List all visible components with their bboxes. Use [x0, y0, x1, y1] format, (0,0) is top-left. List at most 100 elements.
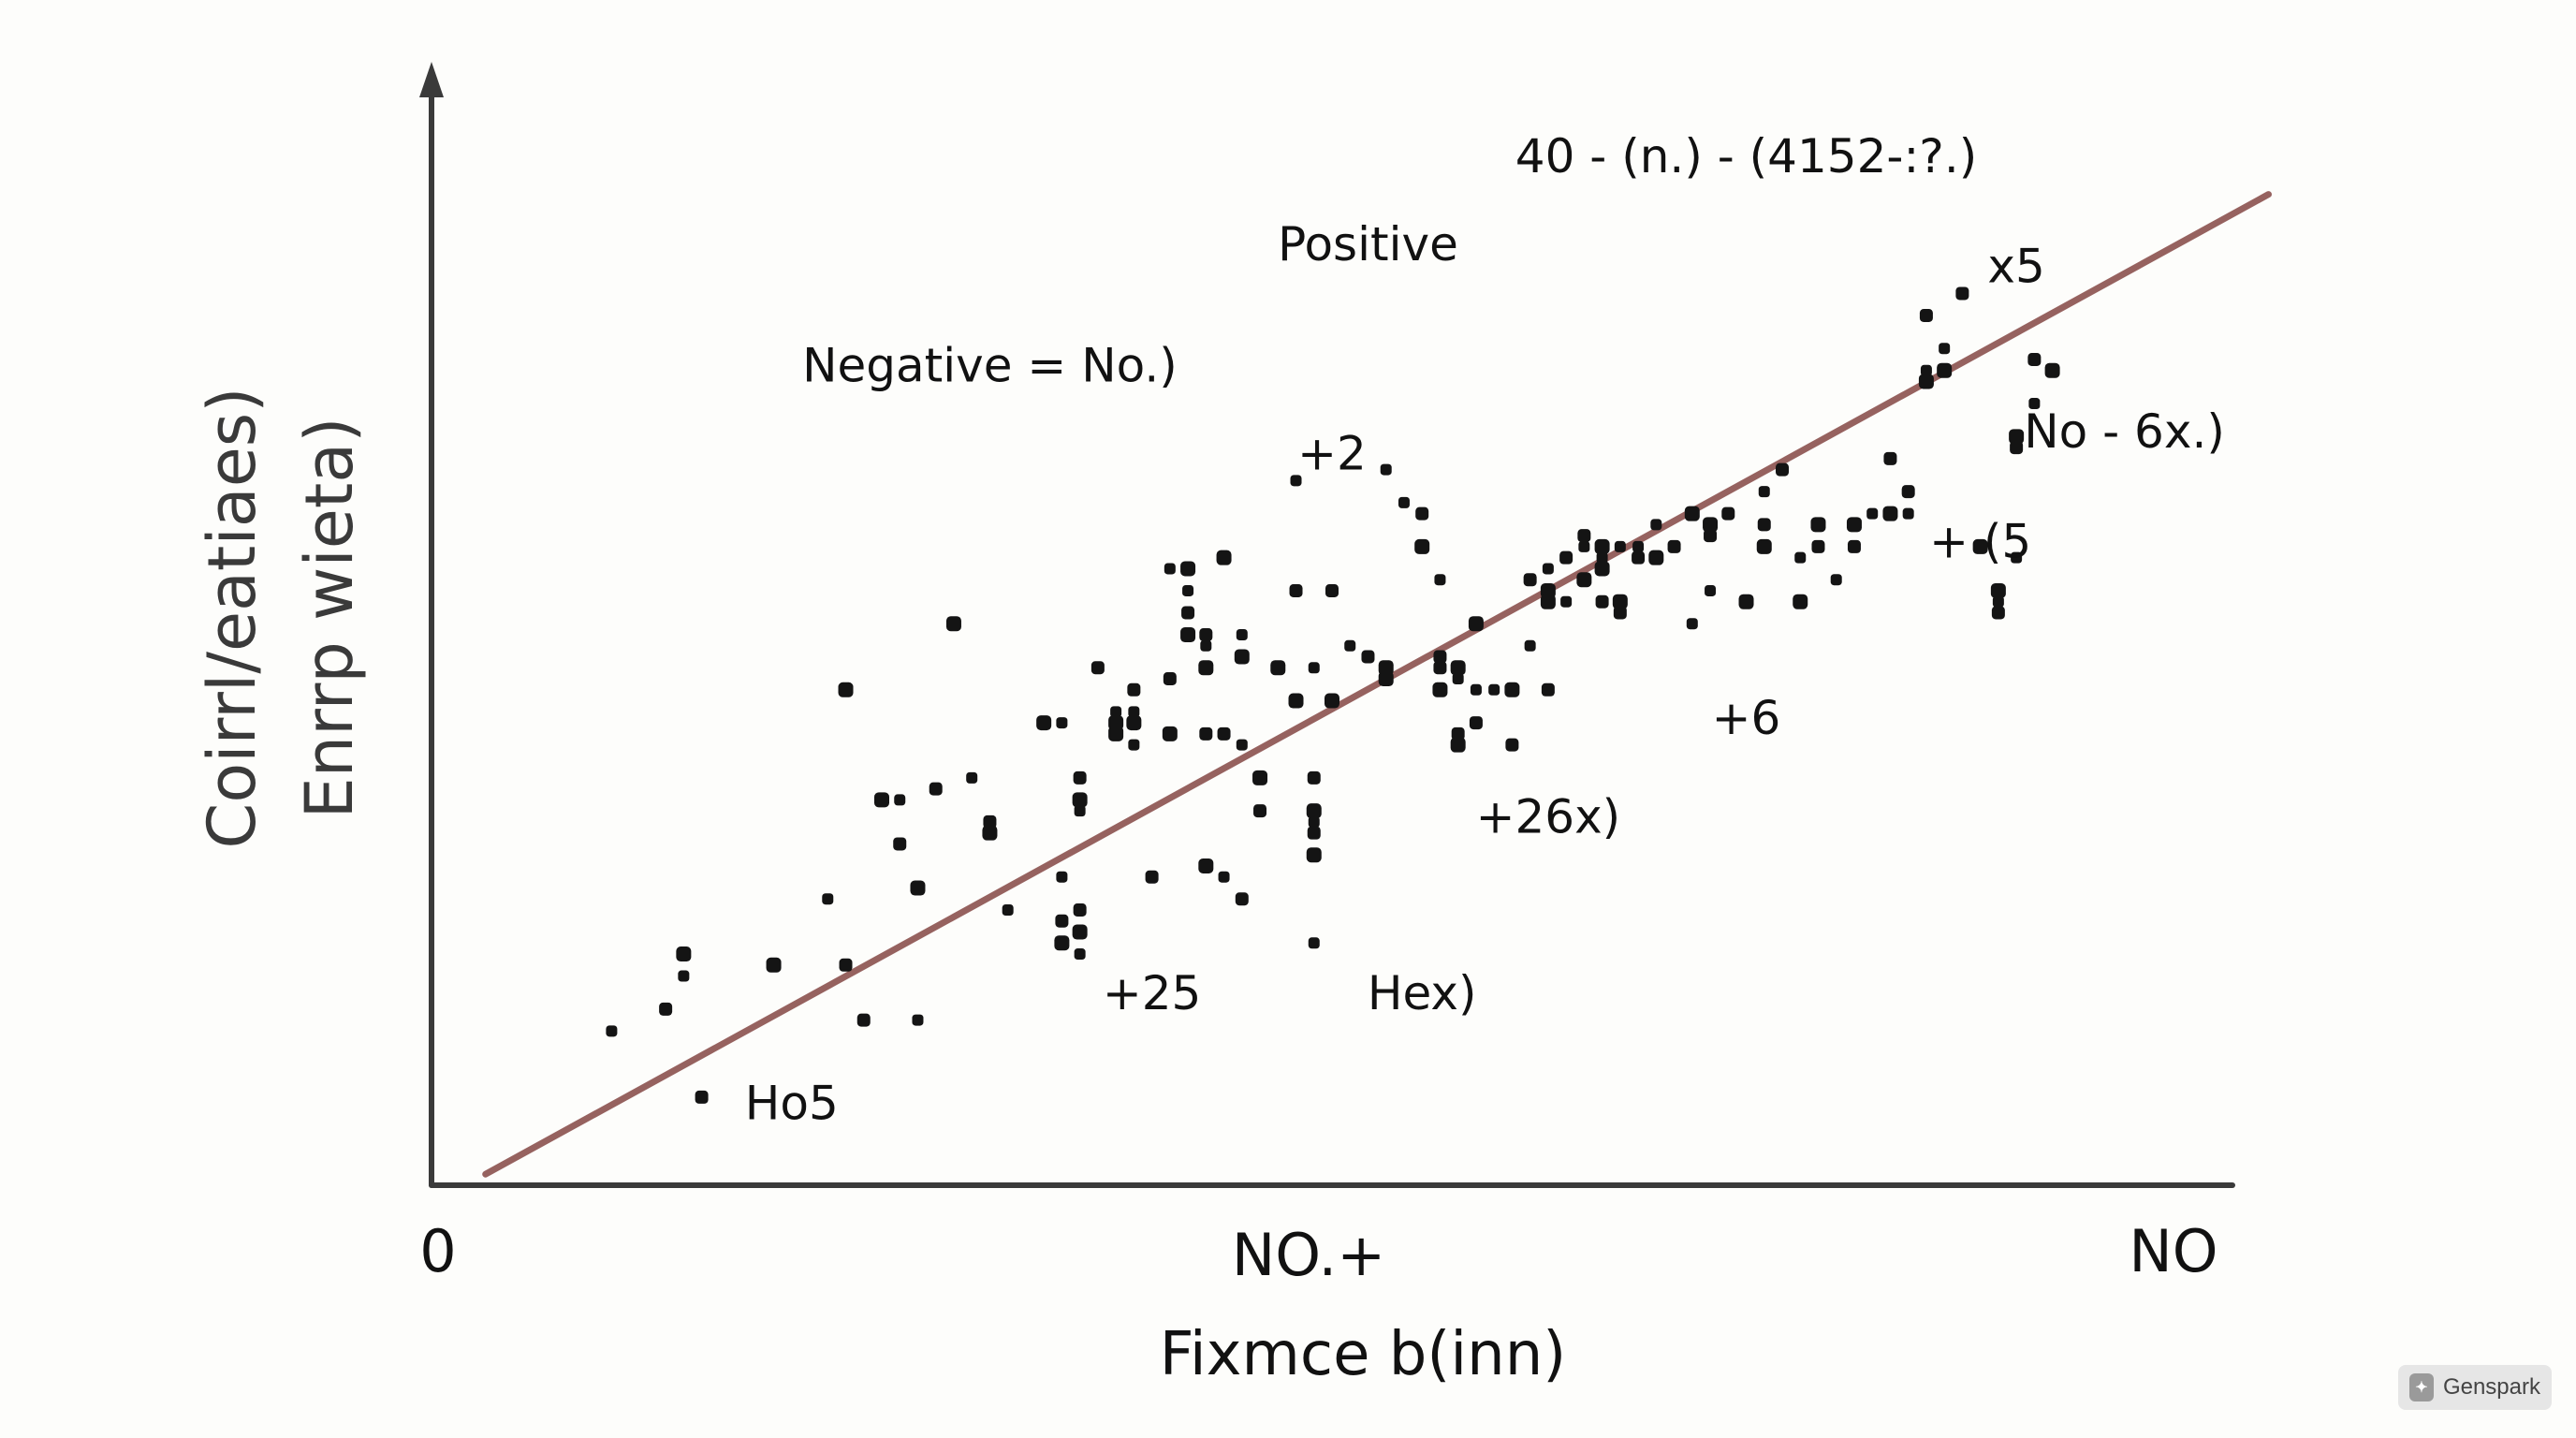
- data-point: [1308, 815, 1320, 828]
- data-point: [1972, 538, 1988, 554]
- data-point: [1234, 649, 1250, 665]
- data-point: [1648, 550, 1664, 565]
- annotation-label: +26x): [1476, 790, 1621, 844]
- annotation-label: No - 6x.): [2024, 404, 2225, 459]
- genspark-watermark: ✦ Genspark: [2398, 1365, 2552, 1410]
- data-point: [1325, 583, 1339, 597]
- data-point: [1378, 671, 1394, 687]
- annotation-label: x5: [1987, 240, 2044, 294]
- data-point: [912, 1014, 924, 1026]
- data-point: [1686, 618, 1698, 630]
- data-point: [1469, 716, 1483, 730]
- data-point: [1270, 660, 1286, 676]
- data-point: [1108, 726, 1124, 741]
- data-point: [1127, 682, 1141, 697]
- data-point: [1595, 594, 1609, 609]
- data-point: [1432, 682, 1448, 697]
- annotation-label: 40 - (n.) - (4152-:?.): [1515, 129, 1977, 183]
- y-axis-label-line-1: Coirrl/eatiaes): [194, 387, 271, 848]
- data-point: [874, 792, 889, 808]
- y-axis-label-line-2: Enrrp wieta): [291, 417, 368, 818]
- x-tick-label-0: 0: [419, 1217, 456, 1285]
- data-point: [1939, 343, 1951, 355]
- data-point: [1541, 682, 1555, 697]
- data-point: [910, 880, 926, 896]
- data-point: [1235, 892, 1249, 906]
- data-point: [1163, 672, 1177, 686]
- data-point: [1705, 584, 1717, 596]
- data-point: [2009, 429, 2025, 445]
- data-point: [1199, 628, 1213, 641]
- data-point: [1200, 662, 1212, 674]
- data-point: [1126, 715, 1142, 731]
- data-point: [1902, 507, 1914, 520]
- data-point: [1758, 519, 1770, 531]
- data-point: [1074, 948, 1086, 961]
- data-point: [1992, 595, 2004, 608]
- data-point: [1036, 715, 1052, 731]
- data-point: [1056, 717, 1068, 729]
- data-point: [1576, 572, 1592, 588]
- data-point: [1450, 660, 1466, 676]
- data-point: [1217, 726, 1231, 741]
- data-point: [1325, 693, 1339, 709]
- data-point: [1846, 517, 1862, 533]
- data-point: [1072, 792, 1088, 808]
- data-point: [1415, 506, 1429, 521]
- data-point: [1883, 451, 1897, 465]
- data-point: [1306, 803, 1322, 819]
- data-point: [1145, 870, 1159, 884]
- data-point: [1307, 770, 1321, 785]
- data-point: [1450, 737, 1466, 753]
- data-point: [1756, 538, 1772, 554]
- data-point: [1614, 540, 1626, 552]
- data-point: [1434, 662, 1446, 674]
- data-point: [1920, 364, 1932, 376]
- chart-annotations: Positive Negative = No.) +2 40 - (n.) - (41…: [745, 129, 2225, 1130]
- data-point: [1361, 650, 1375, 664]
- data-point: [1199, 726, 1213, 741]
- data-point: [1253, 804, 1267, 818]
- data-point: [1594, 561, 1610, 577]
- data-point: [2011, 551, 2023, 564]
- data-point: [1182, 584, 1194, 596]
- x-tick-label-2: NO: [2129, 1217, 2217, 1285]
- x-tick-label-1: NO.+: [1232, 1221, 1385, 1289]
- data-point: [1594, 538, 1610, 554]
- data-point: [1073, 903, 1087, 917]
- data-point: [1451, 726, 1465, 741]
- data-point: [606, 1025, 618, 1037]
- data-point: [1398, 496, 1410, 508]
- data-point: [1919, 308, 1933, 322]
- data-point: [1811, 539, 1825, 553]
- data-point: [1577, 529, 1591, 543]
- data-point: [1793, 594, 1808, 609]
- data-point: [1470, 683, 1482, 696]
- data-point: [1236, 739, 1248, 751]
- data-point: [1613, 606, 1627, 620]
- data-point: [1632, 540, 1645, 552]
- data-point: [1198, 858, 1214, 873]
- data-point: [1090, 661, 1105, 675]
- data-point: [838, 682, 854, 697]
- data-point: [1110, 706, 1122, 718]
- data-point: [1236, 629, 1248, 640]
- x-axis-label: Fixmce b(inn): [1160, 1320, 1567, 1389]
- data-point: [676, 946, 692, 962]
- data-point: [1055, 914, 1069, 928]
- data-point: [1937, 362, 1953, 378]
- annotation-label: +6: [1712, 691, 1781, 745]
- data-point: [678, 970, 690, 982]
- data-point: [856, 1013, 871, 1027]
- data-point: [1560, 595, 1573, 608]
- data-point: [1559, 550, 1573, 565]
- data-point: [1684, 506, 1700, 521]
- data-point: [1578, 540, 1590, 552]
- data-point: [1990, 582, 2006, 598]
- data-point: [1596, 551, 1608, 564]
- data-point: [1073, 770, 1087, 785]
- annotation-label: Positive: [1278, 217, 1458, 271]
- data-point: [1056, 871, 1068, 883]
- data-point: [1540, 594, 1556, 609]
- data-point: [1109, 716, 1123, 730]
